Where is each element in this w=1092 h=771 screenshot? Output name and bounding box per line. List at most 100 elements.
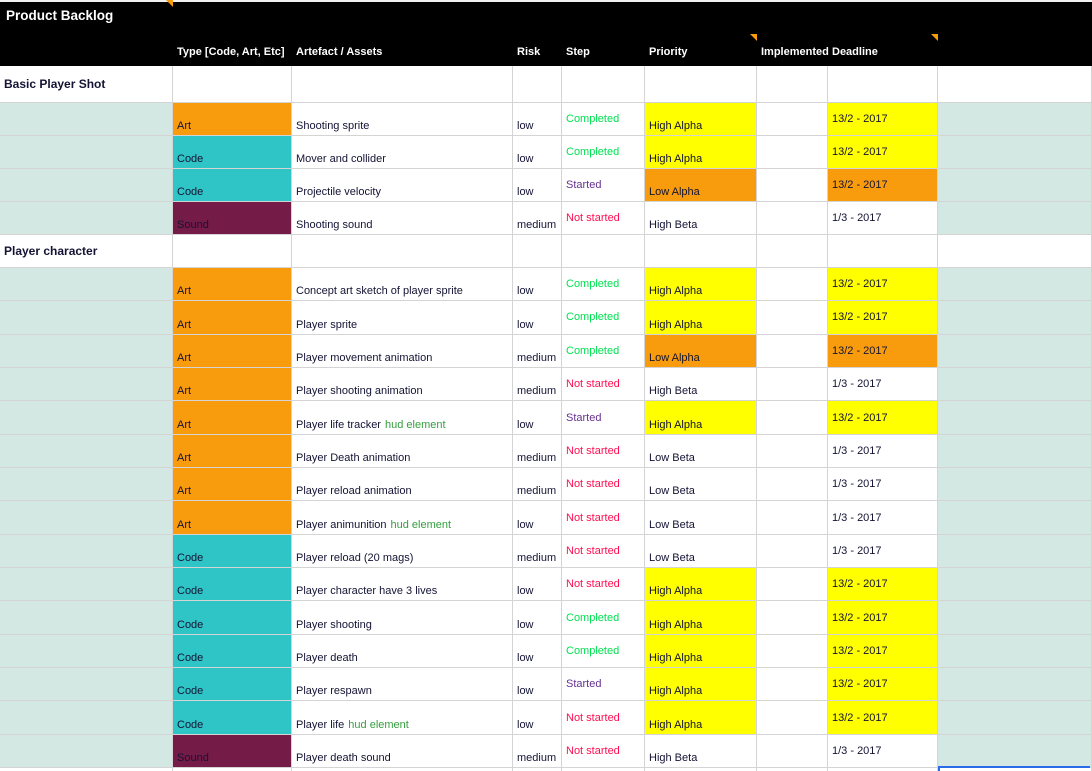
cell-trailing[interactable] xyxy=(938,136,1092,169)
cell-section[interactable] xyxy=(0,534,173,569)
cell-deadline[interactable]: 13/2 - 2017 xyxy=(828,334,938,368)
cell-type[interactable]: Code xyxy=(173,136,292,169)
cell-artefact[interactable]: Shooting sound xyxy=(292,202,513,235)
cell-section[interactable] xyxy=(0,169,173,202)
cell-artefact[interactable]: Player sprite xyxy=(292,301,513,335)
cell-section[interactable] xyxy=(0,268,173,302)
cell-artefact[interactable]: Player life tracker hud element xyxy=(292,401,513,435)
cell-type[interactable]: Art xyxy=(173,301,292,335)
cell-priority[interactable]: Low Beta xyxy=(645,468,757,502)
cell-deadline[interactable]: 13/2 - 2017 xyxy=(828,103,938,136)
cell-deadline[interactable]: 13/2 - 2017 xyxy=(828,169,938,202)
cell-type[interactable]: Art xyxy=(173,368,292,402)
cell-deadline[interactable]: 13/2 - 2017 xyxy=(828,301,938,335)
cell-type[interactable]: Code xyxy=(173,169,292,202)
cell-step[interactable]: Completed xyxy=(562,301,645,335)
cell-implemented[interactable] xyxy=(757,301,828,335)
cell-implemented[interactable] xyxy=(757,601,828,635)
cell-deadline[interactable]: 13/2 - 2017 xyxy=(828,668,938,702)
cell-type[interactable]: Code xyxy=(173,701,292,735)
cell-implemented[interactable] xyxy=(757,634,828,669)
cell-step[interactable]: Not started xyxy=(562,468,645,502)
cell-section-risk[interactable] xyxy=(513,66,562,103)
cell-trailing[interactable] xyxy=(938,368,1092,402)
cell-implemented[interactable] xyxy=(757,434,828,469)
cell-type[interactable]: Sound xyxy=(173,202,292,235)
cell-risk[interactable]: low xyxy=(513,401,562,435)
cell-priority[interactable]: Low Alpha xyxy=(645,169,757,202)
cell-type[interactable]: Code xyxy=(173,534,292,569)
cell-step[interactable]: Not started xyxy=(562,568,645,602)
cell-step[interactable]: Not started xyxy=(562,501,645,535)
cell-section[interactable] xyxy=(0,136,173,169)
cell-step[interactable]: Started xyxy=(562,401,645,435)
cell-risk[interactable]: medium xyxy=(513,534,562,569)
cell-implemented[interactable] xyxy=(757,468,828,502)
cell-step[interactable]: Completed xyxy=(562,634,645,669)
cell-section-step[interactable] xyxy=(562,66,645,103)
cell-risk[interactable]: medium xyxy=(513,434,562,469)
cell-priority[interactable]: High Alpha xyxy=(645,601,757,635)
cell-section-deadline[interactable] xyxy=(828,235,938,268)
cell-step[interactable]: Completed xyxy=(562,334,645,368)
cell-artefact[interactable]: Player shooting xyxy=(292,601,513,635)
cell-type[interactable]: Code xyxy=(173,668,292,702)
cell-risk[interactable]: low xyxy=(513,501,562,535)
cell-trailing[interactable] xyxy=(938,701,1092,735)
cell-priority[interactable]: High Beta xyxy=(645,368,757,402)
cell-trailing[interactable] xyxy=(938,268,1092,302)
cell-step[interactable]: Not started xyxy=(562,368,645,402)
column-header-priority[interactable]: Priority xyxy=(649,46,688,58)
cell-priority[interactable]: High Beta xyxy=(645,202,757,235)
cell-section-type[interactable] xyxy=(173,235,292,268)
cell-risk[interactable]: medium xyxy=(513,334,562,368)
cell-deadline[interactable]: 1/3 - 2017 xyxy=(828,368,938,402)
cell-section-implemented[interactable] xyxy=(757,235,828,268)
cell-artefact[interactable]: Mover and collider xyxy=(292,136,513,169)
cell-risk[interactable]: low xyxy=(513,601,562,635)
cell-risk[interactable]: medium xyxy=(513,734,562,769)
cell-implemented[interactable] xyxy=(757,368,828,402)
cell-implemented[interactable] xyxy=(757,136,828,169)
cell-implemented[interactable] xyxy=(757,268,828,302)
cell-trailing[interactable] xyxy=(938,401,1092,435)
cell-implemented[interactable] xyxy=(757,169,828,202)
cell-implemented[interactable] xyxy=(757,103,828,136)
cell-risk[interactable]: medium xyxy=(513,368,562,402)
cell-artefact[interactable]: Player death xyxy=(292,634,513,669)
column-header-risk[interactable]: Risk xyxy=(517,46,541,58)
cell-type[interactable]: Art xyxy=(173,334,292,368)
cell-priority[interactable]: Low Beta xyxy=(645,534,757,569)
cell-section-deadline[interactable] xyxy=(828,66,938,103)
cell-trailing[interactable] xyxy=(938,103,1092,136)
cell-risk[interactable]: low xyxy=(513,301,562,335)
cell-section[interactable] xyxy=(0,103,173,136)
cell-trailing[interactable] xyxy=(938,734,1092,769)
cell-section-priority[interactable] xyxy=(645,235,757,268)
cell-deadline[interactable]: 13/2 - 2017 xyxy=(828,401,938,435)
cell-type[interactable]: Sound xyxy=(173,734,292,769)
section-title[interactable]: Player character xyxy=(0,235,173,268)
cell-section[interactable] xyxy=(0,734,173,769)
cell-risk[interactable]: low xyxy=(513,668,562,702)
cell-trailing[interactable] xyxy=(938,301,1092,335)
cell-deadline[interactable]: 13/2 - 2017 xyxy=(828,136,938,169)
cell-trailing[interactable] xyxy=(938,534,1092,569)
cell-priority[interactable]: Low Alpha xyxy=(645,334,757,368)
cell-section-implemented[interactable] xyxy=(757,66,828,103)
cell-type[interactable]: Art xyxy=(173,434,292,469)
cell-section[interactable] xyxy=(0,634,173,669)
cell-implemented[interactable] xyxy=(757,668,828,702)
cell-section[interactable] xyxy=(0,568,173,602)
cell-section[interactable] xyxy=(0,468,173,502)
cell-deadline[interactable]: 1/3 - 2017 xyxy=(828,501,938,535)
column-header-step[interactable]: Step xyxy=(566,46,590,58)
cell-trailing[interactable] xyxy=(938,668,1092,702)
cell-deadline[interactable]: 13/2 - 2017 xyxy=(828,568,938,602)
cell-step[interactable]: Started xyxy=(562,169,645,202)
cell-priority[interactable]: High Alpha xyxy=(645,268,757,302)
cell-deadline[interactable]: 1/3 - 2017 xyxy=(828,202,938,235)
cell-deadline[interactable]: 1/3 - 2017 xyxy=(828,734,938,769)
cell-priority[interactable]: High Beta xyxy=(645,734,757,769)
cell-trailing[interactable] xyxy=(938,601,1092,635)
